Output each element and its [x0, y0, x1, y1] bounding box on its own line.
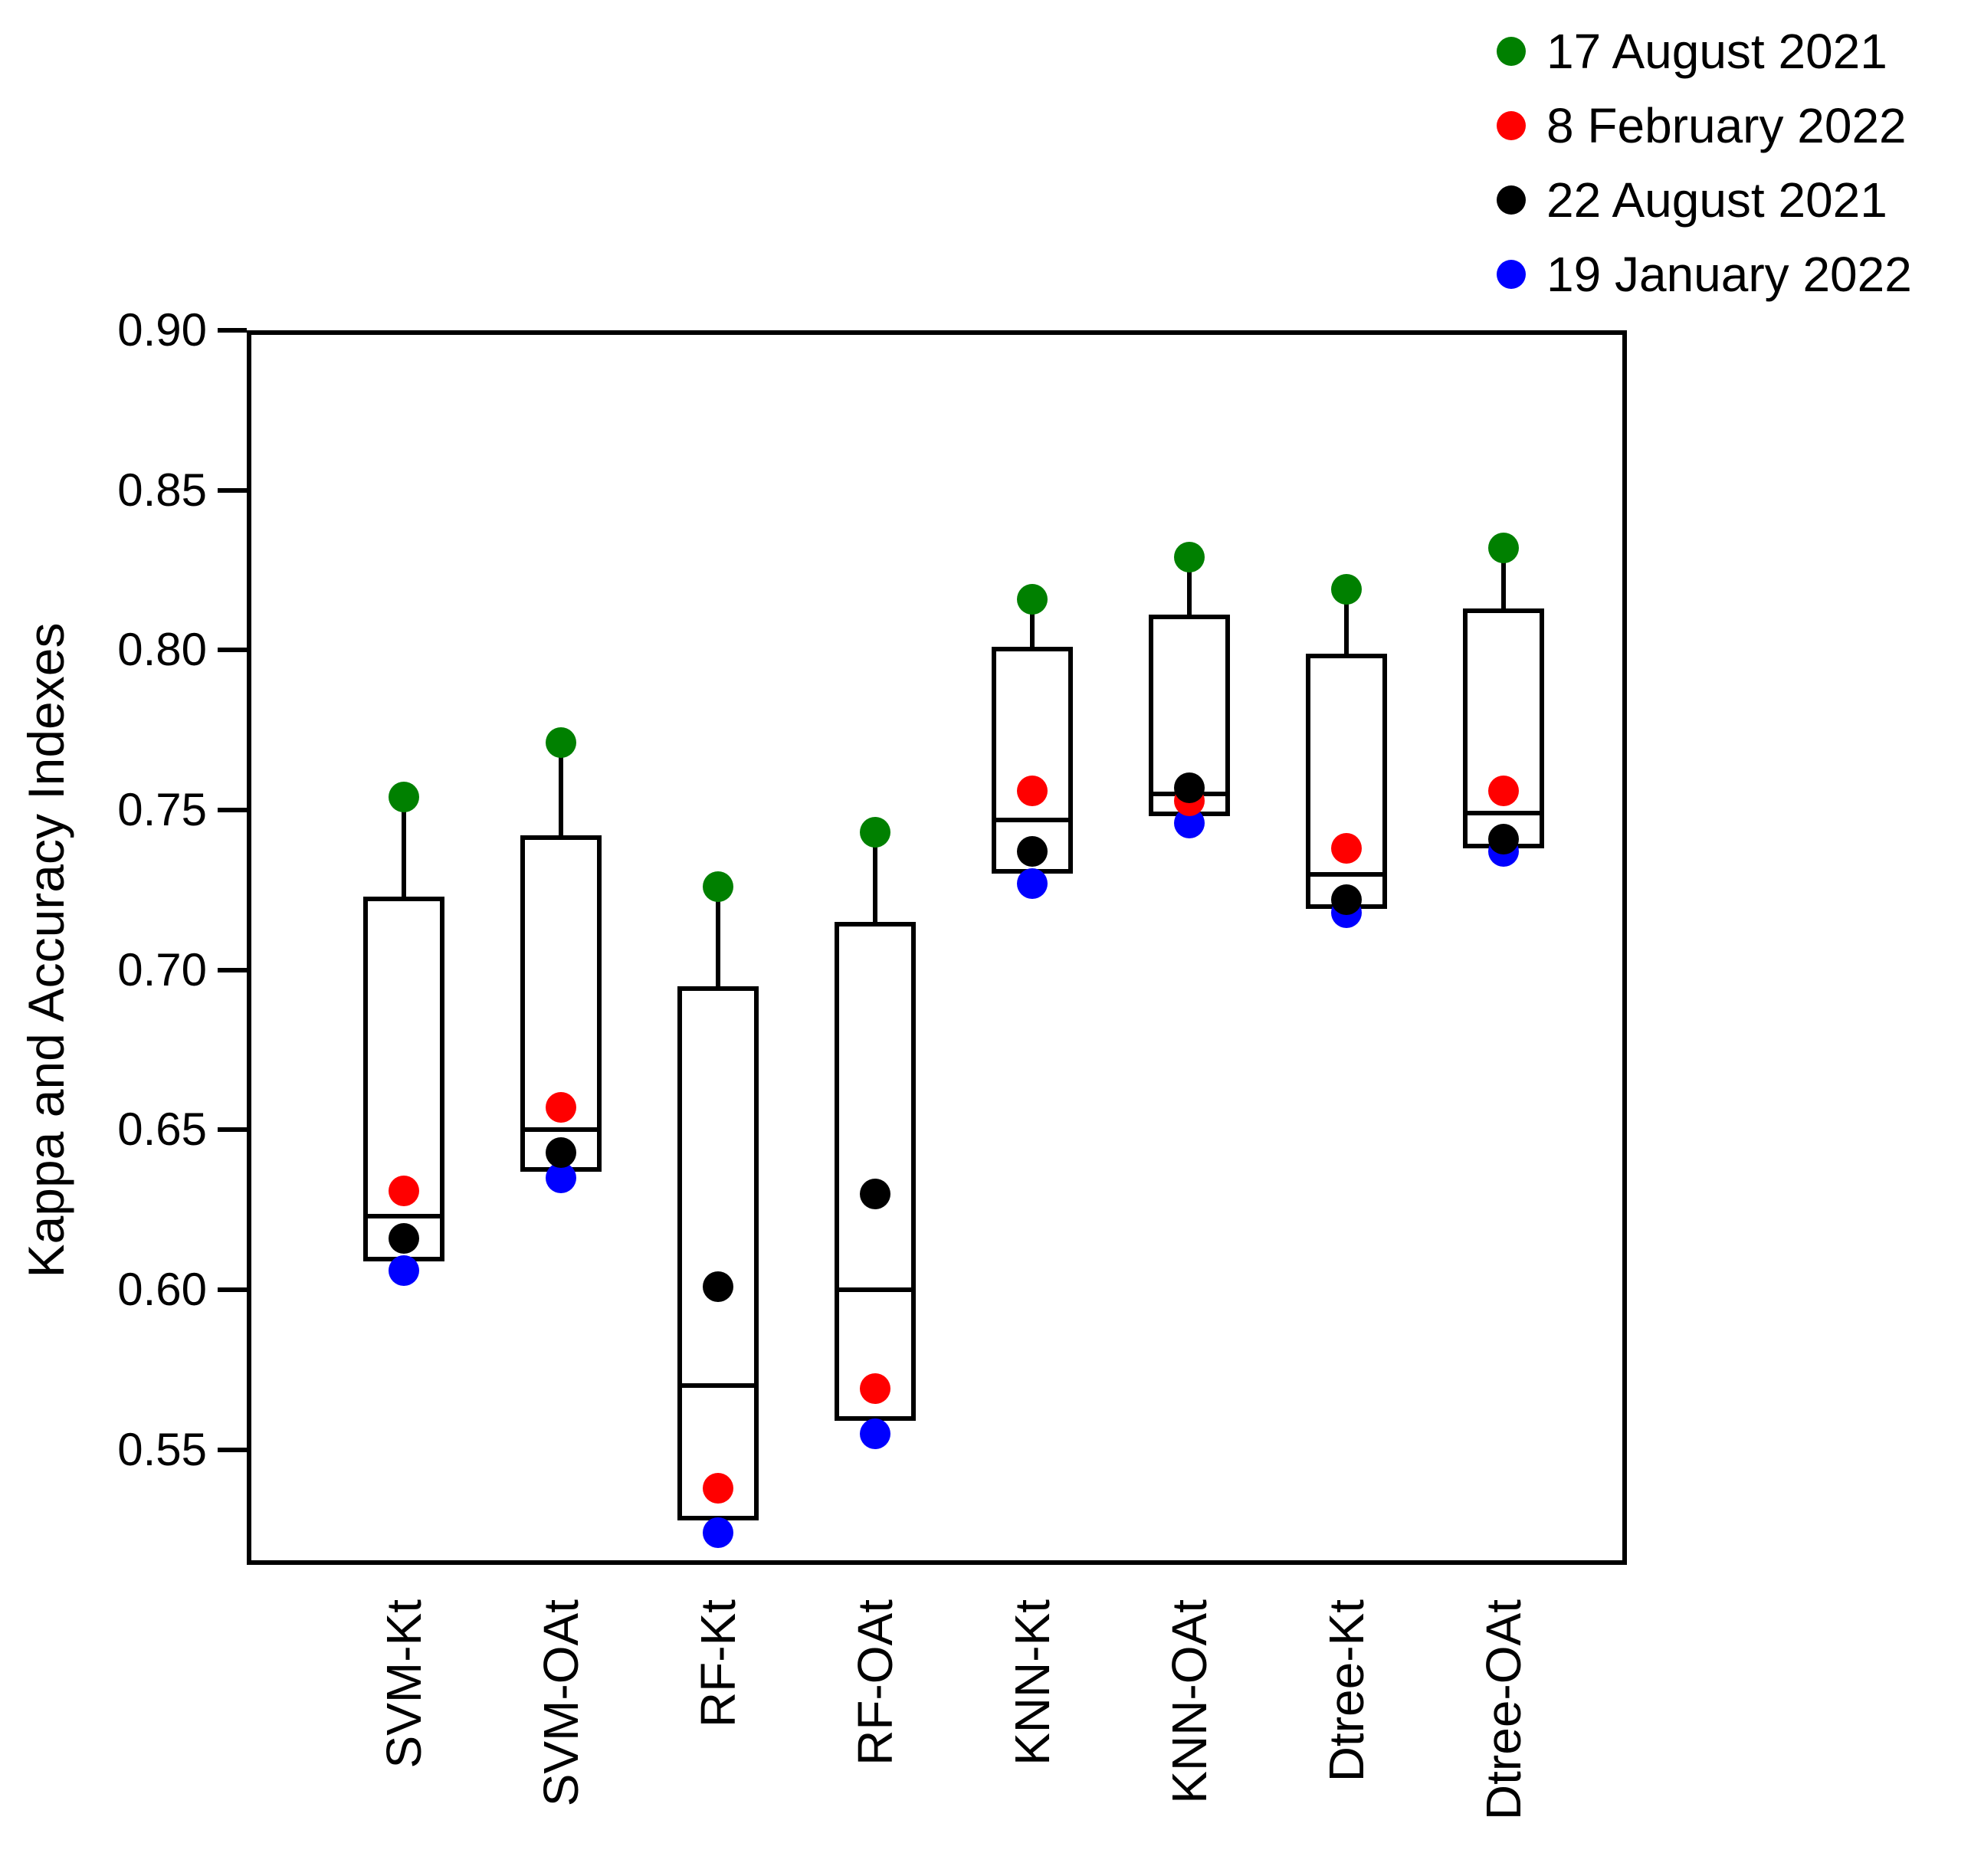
data-point-jan19_2022 [1017, 868, 1048, 900]
legend-dot-jan19_2022 [1497, 260, 1526, 289]
data-point-aug17_2021 [703, 871, 733, 903]
x-category-label: SVM-Kt [376, 1599, 431, 1769]
data-point-aug22_2021 [860, 1178, 890, 1209]
data-point-aug17_2021 [546, 727, 576, 759]
y-tick-label: 0.65 [117, 1104, 207, 1156]
whisker-line [1501, 547, 1506, 609]
whisker-line [1030, 599, 1035, 648]
data-point-jan19_2022 [389, 1255, 419, 1287]
data-point-jan19_2022 [546, 1162, 576, 1193]
y-tick-label: 0.90 [117, 304, 207, 356]
legend-label: 22 August 2021 [1546, 172, 1887, 228]
median-line [677, 1383, 759, 1389]
y-tick-label: 0.55 [117, 1423, 207, 1475]
y-tick-label: 0.60 [117, 1264, 207, 1316]
median-line [992, 817, 1073, 822]
data-point-aug22_2021 [1174, 772, 1205, 803]
y-tick-mark [218, 808, 247, 813]
data-point-aug22_2021 [1488, 823, 1519, 854]
box-rect [363, 896, 444, 1261]
data-point-aug22_2021 [703, 1271, 733, 1302]
data-point-jan19_2022 [703, 1517, 733, 1549]
x-category-label: KNN-Kt [1005, 1599, 1060, 1766]
data-point-feb8_2022 [703, 1472, 733, 1504]
x-category-label: Dtree-OAt [1476, 1599, 1531, 1821]
data-point-aug22_2021 [1017, 836, 1048, 867]
data-point-aug17_2021 [860, 817, 890, 848]
data-point-aug17_2021 [389, 782, 419, 813]
y-tick-mark [218, 648, 247, 653]
y-tick-mark [218, 487, 247, 493]
y-tick-label: 0.85 [117, 464, 207, 516]
legend-label: 19 January 2022 [1546, 247, 1912, 302]
median-line [1306, 871, 1387, 877]
data-point-feb8_2022 [1488, 775, 1519, 806]
data-point-aug22_2021 [546, 1136, 576, 1168]
whisker-line [1187, 557, 1192, 615]
y-tick-label: 0.75 [117, 784, 207, 836]
data-point-aug22_2021 [1331, 884, 1362, 915]
median-line [1463, 811, 1544, 816]
x-category-label: RF-OAt [848, 1599, 903, 1766]
box-rect [1306, 653, 1387, 910]
whisker-line [1344, 589, 1349, 654]
data-point-feb8_2022 [860, 1373, 890, 1405]
x-category-label: SVM-OAt [533, 1599, 589, 1807]
data-point-aug17_2021 [1488, 532, 1519, 563]
y-tick-mark [218, 1447, 247, 1452]
whisker-line [559, 743, 563, 836]
y-tick-mark [218, 1127, 247, 1133]
data-point-feb8_2022 [389, 1175, 419, 1206]
data-point-aug17_2021 [1174, 542, 1205, 573]
legend-dot-aug17_2021 [1497, 37, 1526, 66]
x-category-label: RF-Kt [690, 1599, 746, 1728]
median-line [363, 1214, 444, 1219]
legend-dot-aug22_2021 [1497, 185, 1526, 215]
data-point-feb8_2022 [1331, 833, 1362, 864]
median-line [835, 1287, 916, 1293]
legend-label: 8 February 2022 [1546, 98, 1907, 153]
data-point-aug22_2021 [389, 1223, 419, 1254]
y-tick-mark [218, 967, 247, 972]
y-tick-label: 0.70 [117, 943, 207, 995]
data-point-feb8_2022 [1017, 775, 1048, 806]
x-category-label: KNN-OAt [1162, 1599, 1217, 1804]
x-category-label: Dtree-Kt [1319, 1599, 1374, 1783]
data-point-aug17_2021 [1331, 574, 1362, 605]
legend-label: 17 August 2021 [1546, 24, 1887, 79]
data-point-feb8_2022 [546, 1092, 576, 1123]
data-point-jan19_2022 [860, 1418, 890, 1449]
whisker-line [716, 887, 720, 986]
y-tick-label: 0.80 [117, 624, 207, 676]
whisker-line [402, 797, 406, 897]
y-tick-mark [218, 328, 247, 333]
median-line [520, 1127, 602, 1133]
box-rect [677, 986, 759, 1520]
whisker-line [873, 832, 877, 923]
data-point-aug17_2021 [1017, 583, 1048, 615]
plot-frame [247, 330, 1627, 1565]
box-rect [835, 922, 916, 1422]
legend-dot-feb8_2022 [1497, 111, 1526, 140]
y-tick-mark [218, 1287, 247, 1293]
